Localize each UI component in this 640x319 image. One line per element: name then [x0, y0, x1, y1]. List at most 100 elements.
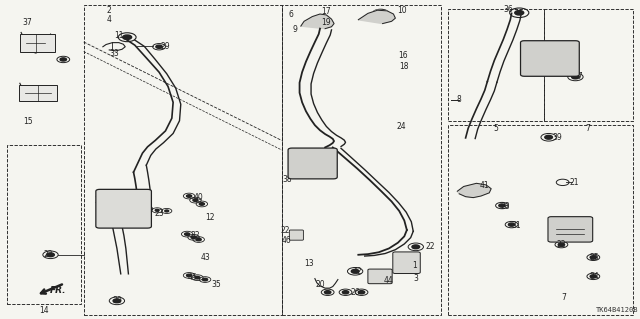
Text: 22: 22 [281, 226, 291, 235]
Text: 46: 46 [281, 236, 291, 245]
Text: 33: 33 [109, 48, 119, 58]
Text: 19: 19 [321, 19, 331, 27]
Circle shape [186, 195, 191, 197]
FancyBboxPatch shape [393, 252, 420, 273]
Bar [84, 5, 282, 315]
Text: 42: 42 [352, 267, 362, 276]
Circle shape [342, 291, 349, 294]
Circle shape [156, 45, 163, 48]
Circle shape [165, 210, 169, 212]
Bar [282, 5, 442, 315]
Text: 22: 22 [44, 250, 53, 259]
Circle shape [47, 253, 54, 257]
Text: 21: 21 [570, 178, 579, 187]
Circle shape [156, 209, 159, 211]
Circle shape [193, 199, 198, 201]
Text: 35: 35 [212, 280, 221, 289]
FancyBboxPatch shape [520, 41, 579, 76]
Text: 34: 34 [589, 272, 600, 281]
Text: 24: 24 [397, 122, 406, 131]
Text: 10: 10 [397, 6, 406, 15]
Text: 25: 25 [590, 253, 600, 262]
Text: 32: 32 [191, 231, 200, 240]
Text: 11: 11 [114, 31, 124, 40]
FancyBboxPatch shape [368, 269, 392, 284]
Circle shape [184, 233, 189, 235]
Circle shape [515, 11, 524, 15]
Text: 43: 43 [200, 254, 210, 263]
Bar [20, 34, 55, 51]
Text: 3: 3 [413, 274, 418, 283]
FancyBboxPatch shape [289, 230, 303, 240]
Text: 5: 5 [493, 124, 498, 133]
Text: 22: 22 [425, 242, 435, 251]
Circle shape [199, 203, 204, 205]
Text: 2: 2 [107, 6, 111, 15]
Text: 41: 41 [480, 181, 490, 190]
Circle shape [377, 11, 385, 15]
Text: 45: 45 [188, 272, 197, 281]
Text: 39: 39 [553, 133, 563, 142]
Text: 29: 29 [161, 42, 170, 51]
Polygon shape [458, 183, 491, 197]
Circle shape [545, 135, 552, 139]
Text: 38: 38 [95, 196, 104, 205]
Circle shape [351, 269, 359, 273]
Circle shape [146, 208, 150, 210]
Text: 7: 7 [586, 124, 591, 133]
Bar [543, 9, 633, 122]
Circle shape [191, 236, 196, 239]
Text: 16: 16 [398, 51, 408, 60]
FancyBboxPatch shape [548, 217, 593, 242]
Polygon shape [358, 10, 396, 24]
Text: 6: 6 [289, 11, 294, 19]
Circle shape [590, 275, 596, 278]
Circle shape [60, 58, 67, 61]
Text: 15: 15 [22, 117, 33, 126]
FancyBboxPatch shape [288, 148, 337, 179]
FancyBboxPatch shape [96, 189, 152, 228]
Bar [448, 9, 543, 122]
Circle shape [499, 204, 505, 207]
Circle shape [324, 291, 331, 294]
Text: 17: 17 [321, 7, 331, 16]
Circle shape [508, 223, 515, 226]
Circle shape [558, 243, 564, 246]
Circle shape [572, 75, 579, 79]
Text: 7: 7 [561, 293, 566, 302]
Text: 20: 20 [315, 279, 325, 288]
Text: 13: 13 [305, 259, 314, 268]
Text: 8: 8 [457, 95, 461, 104]
Text: TK64B4120B: TK64B4120B [596, 307, 638, 313]
Text: 23: 23 [154, 209, 164, 218]
Text: 30: 30 [112, 296, 122, 305]
Text: 14: 14 [39, 306, 49, 315]
Text: 27: 27 [574, 72, 584, 81]
Circle shape [123, 35, 132, 40]
Bar [448, 124, 633, 315]
Circle shape [113, 299, 121, 303]
Circle shape [195, 276, 200, 279]
Text: 26: 26 [350, 288, 360, 297]
Text: 37: 37 [22, 19, 33, 27]
Bar [19, 85, 57, 101]
Circle shape [358, 291, 365, 294]
Text: FR.: FR. [50, 286, 67, 295]
Circle shape [412, 245, 420, 249]
Text: 28: 28 [500, 202, 510, 211]
Text: 12: 12 [205, 213, 215, 222]
Text: 31: 31 [512, 221, 522, 230]
Text: 44: 44 [384, 276, 394, 285]
Text: 22: 22 [557, 240, 566, 249]
Circle shape [196, 238, 201, 241]
Bar [7, 145, 81, 304]
Text: 9: 9 [292, 25, 297, 34]
Polygon shape [301, 14, 334, 29]
Circle shape [186, 274, 191, 277]
Text: 38: 38 [282, 175, 292, 184]
Circle shape [202, 278, 207, 281]
Text: 36: 36 [504, 5, 513, 14]
Circle shape [590, 256, 596, 259]
Text: 1: 1 [412, 261, 417, 271]
Text: 40: 40 [194, 193, 204, 202]
